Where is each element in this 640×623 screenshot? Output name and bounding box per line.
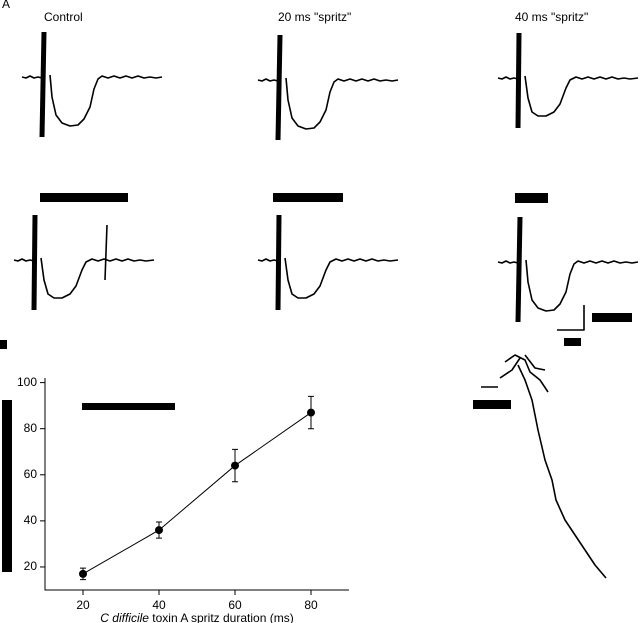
y-tick-label: 40 [24, 513, 38, 527]
y-tick-label: 60 [24, 467, 38, 481]
data-point [155, 526, 163, 535]
axes [44, 378, 349, 591]
x-tick-label: 80 [304, 598, 318, 612]
trace [498, 217, 638, 322]
y-tick-label: 100 [17, 375, 37, 389]
y-tick-label: 20 [24, 559, 38, 573]
panel-label: A [2, 0, 10, 11]
x-axis-label-italic: C difficile [100, 611, 149, 623]
x-axis-label: C difficile toxin A spritz duration (ms) [100, 611, 293, 623]
x-tick-label: 40 [152, 598, 166, 612]
redacted [0, 193, 632, 572]
data-line [82, 412, 312, 575]
column-label: 20 ms "spritz" [278, 10, 351, 24]
trace [258, 35, 398, 140]
x-axis-label-text: toxin A spritz duration (ms) [149, 611, 294, 623]
x-tick-label: 20 [76, 598, 90, 612]
data-point [231, 461, 239, 470]
trace [258, 215, 398, 310]
column-label: Control [44, 10, 83, 24]
data-point [307, 408, 315, 417]
data-point [79, 569, 87, 578]
y-tick-label: 80 [24, 421, 38, 435]
neuron [499, 354, 607, 579]
x-tick-label: 60 [228, 598, 242, 612]
artifact [104, 224, 108, 281]
trace [22, 32, 162, 137]
column-label: 40 ms "spritz" [515, 10, 588, 24]
scale-bar [557, 305, 585, 331]
trace [14, 215, 154, 310]
trace [498, 33, 638, 128]
